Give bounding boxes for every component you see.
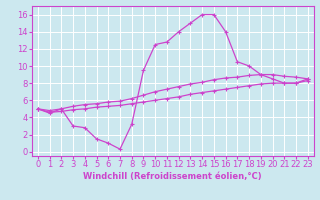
X-axis label: Windchill (Refroidissement éolien,°C): Windchill (Refroidissement éolien,°C) xyxy=(84,172,262,181)
